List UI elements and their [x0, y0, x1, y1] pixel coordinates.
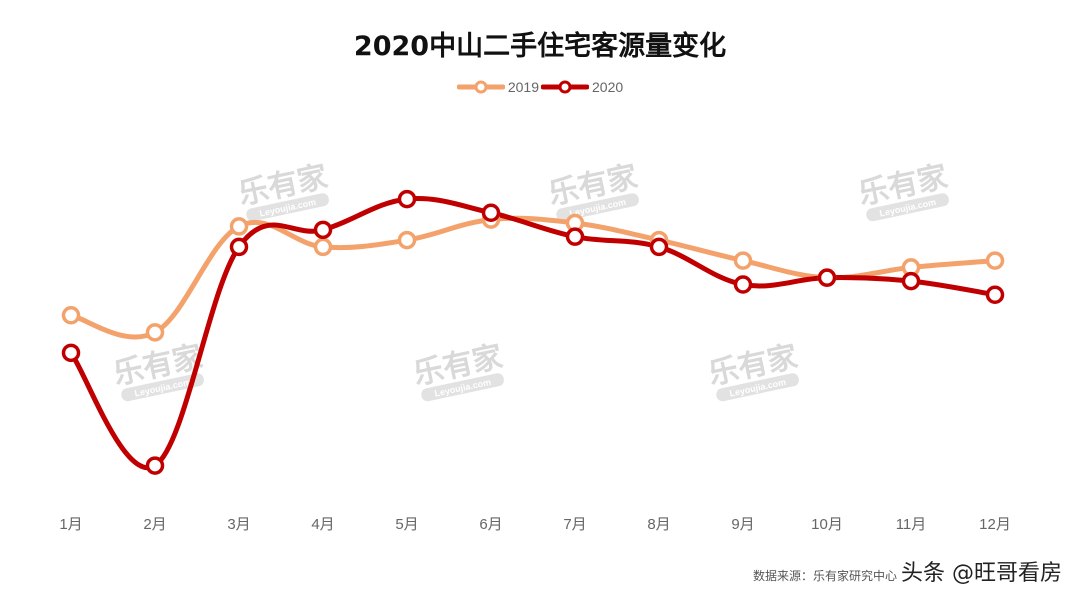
- data-point-2020-1[interactable]: [61, 343, 81, 363]
- footer: 数据来源：乐有家研究中心 头条 @旺哥看房: [753, 555, 1062, 587]
- series-lines: [68, 196, 996, 471]
- data-point-2019-12[interactable]: [985, 251, 1005, 270]
- x-axis-label: 7月: [563, 516, 586, 533]
- x-axis-label: 4月: [311, 516, 334, 533]
- data-point-2019-5[interactable]: [397, 230, 417, 250]
- data-point-2020-12[interactable]: [985, 285, 1005, 304]
- x-axis-label: 3月: [227, 516, 250, 533]
- data-point-2020-10[interactable]: [817, 268, 837, 287]
- x-axis-labels: 1月 2月 3月 4月 5月 6月 7月 8月 9月 10月 11月 12月: [59, 516, 1011, 533]
- x-axis-label: 1月: [59, 516, 82, 533]
- x-axis-label: 10月: [811, 516, 843, 533]
- data-point-2019-2[interactable]: [145, 323, 165, 342]
- data-point-2020-7[interactable]: [565, 227, 585, 246]
- data-point-2020-4[interactable]: [313, 220, 333, 240]
- chart-title: 2020中山二手住宅客源量变化: [353, 31, 727, 62]
- x-axis-label: 9月: [731, 516, 754, 533]
- legend-item-2020[interactable]: 2020: [541, 79, 623, 95]
- source-note: 数据来源：乐有家研究中心: [752, 569, 897, 583]
- legend-line-marker-2020-icon: [541, 80, 589, 94]
- data-point-2020-5[interactable]: [397, 189, 417, 209]
- x-axis-label: 11月: [896, 516, 927, 533]
- data-point-2020-9[interactable]: [733, 275, 753, 294]
- legend-label-2019: 2019: [507, 79, 539, 95]
- x-axis-label: 5月: [395, 516, 418, 533]
- x-axis-label: 6月: [479, 516, 502, 533]
- chart-legend: 2019 2020: [0, 79, 1080, 95]
- legend-label-2020: 2020: [592, 79, 624, 95]
- data-point-2020-2[interactable]: [145, 456, 165, 475]
- data-point-2020-8[interactable]: [649, 237, 669, 257]
- data-point-2020-3[interactable]: [229, 237, 249, 257]
- x-axis-label: 12月: [979, 516, 1011, 533]
- data-point-2020-11[interactable]: [901, 271, 921, 291]
- series-points: [61, 189, 1005, 475]
- data-point-2019-3[interactable]: [229, 217, 249, 236]
- data-point-2019-9[interactable]: [733, 251, 753, 270]
- data-point-2019-4[interactable]: [313, 237, 333, 257]
- credit-text: 头条 @旺哥看房: [901, 561, 1062, 586]
- x-axis-label: 2月: [143, 516, 166, 533]
- data-point-2020-6[interactable]: [481, 203, 501, 222]
- data-point-2019-1[interactable]: [61, 306, 81, 325]
- series-line-2020: [68, 196, 996, 471]
- legend-item-2019[interactable]: 2019: [456, 79, 539, 95]
- legend-line-marker-2019-icon: [456, 80, 505, 94]
- x-axis-label: 8月: [647, 516, 670, 533]
